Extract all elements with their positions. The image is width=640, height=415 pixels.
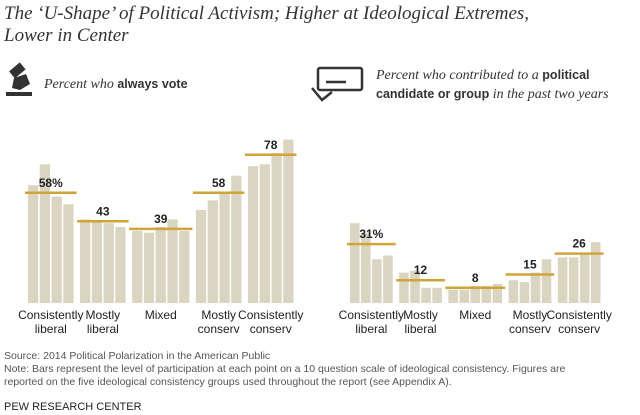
legend-text: candidate or group in the past two years: [376, 87, 609, 102]
category-label: liberal: [35, 322, 67, 336]
bar: [481, 285, 492, 303]
bar: [259, 164, 270, 303]
bar: [132, 230, 143, 303]
category-label: liberal: [87, 322, 119, 336]
bar: [361, 232, 371, 303]
category-label: conserv: [558, 322, 600, 336]
bar: [91, 221, 103, 303]
bar: [80, 219, 91, 303]
bar: [103, 223, 114, 303]
bar: [115, 227, 126, 303]
category-label: liberal: [405, 322, 437, 336]
legend-text: Percent who always vote: [43, 77, 188, 92]
bar: [541, 259, 552, 303]
category-label: Mostly: [85, 308, 120, 322]
category-label: Mixed: [459, 308, 491, 322]
source: Source: 2014 Political Polarization in t…: [4, 350, 270, 362]
bar: [155, 227, 166, 303]
bar: [530, 272, 541, 303]
category-label: Consistently: [238, 308, 303, 322]
category-label: Mixed: [145, 308, 177, 322]
bar: [350, 223, 360, 303]
category-label: conserv: [509, 322, 551, 336]
bar: [167, 219, 178, 303]
bar: [410, 270, 420, 303]
vote-icon: [6, 62, 32, 96]
bar: [195, 209, 207, 303]
bar: [231, 175, 242, 303]
bar: [372, 259, 382, 303]
bar: [63, 204, 74, 303]
bar: [39, 164, 51, 303]
category-label: Mostly: [201, 308, 236, 322]
legend-part: in the past two years: [489, 87, 609, 102]
title: The ‘U-Shape’ of Political Activism; Hig…: [4, 3, 529, 24]
legend-part: Percent who: [43, 77, 117, 92]
average-label: 26: [572, 237, 586, 251]
check-icon: [311, 66, 364, 102]
bar: [579, 253, 590, 303]
bar: [207, 200, 218, 303]
note: reported on the five ideological consist…: [4, 376, 452, 388]
bar: [143, 232, 155, 303]
average-label: 58%: [39, 176, 63, 190]
category-label: conserv: [198, 322, 240, 336]
bar: [448, 289, 458, 303]
category-label: Consistently: [18, 308, 83, 322]
bar: [508, 280, 519, 303]
category-label: conserv: [250, 322, 292, 336]
average-label: 12: [414, 263, 428, 277]
average-label: 78: [264, 138, 278, 152]
average-label: 43: [96, 204, 110, 218]
bar: [492, 284, 503, 303]
legend-part: political: [542, 68, 589, 82]
legend-text: Percent who contributed to a political: [375, 68, 590, 83]
category-label: Mostly: [403, 308, 438, 322]
legend-part: Percent who contributed to a: [375, 68, 542, 83]
category-label: Consistently: [339, 308, 404, 322]
footer: PEW RESEARCH CENTER: [4, 401, 142, 413]
average-label: 31%: [359, 227, 383, 241]
legend-part: always vote: [117, 77, 187, 91]
bar: [51, 196, 62, 303]
bar: [28, 185, 39, 303]
bar: [519, 282, 530, 303]
note: Note: Bars represent the level of partic…: [4, 363, 565, 375]
legend-part: candidate or group: [376, 87, 490, 101]
title: Lower in Center: [3, 25, 129, 46]
bar: [568, 257, 579, 303]
bar: [219, 192, 230, 303]
bar: [432, 287, 442, 303]
category-label: liberal: [355, 322, 387, 336]
average-label: 15: [523, 258, 537, 272]
bar: [271, 152, 282, 303]
bar: [421, 287, 431, 303]
bar: [247, 166, 259, 303]
average-label: 58: [212, 176, 226, 190]
category-label: Consistently: [546, 308, 611, 322]
category-label: Mostly: [513, 308, 548, 322]
average-label: 39: [154, 212, 168, 226]
bar: [590, 242, 601, 303]
average-label: 8: [472, 271, 479, 285]
bar: [557, 257, 568, 303]
bar: [383, 255, 393, 303]
bar: [470, 285, 481, 303]
bar: [459, 289, 469, 303]
bar: [179, 230, 190, 303]
bar: [283, 139, 294, 303]
bar: [399, 272, 409, 303]
